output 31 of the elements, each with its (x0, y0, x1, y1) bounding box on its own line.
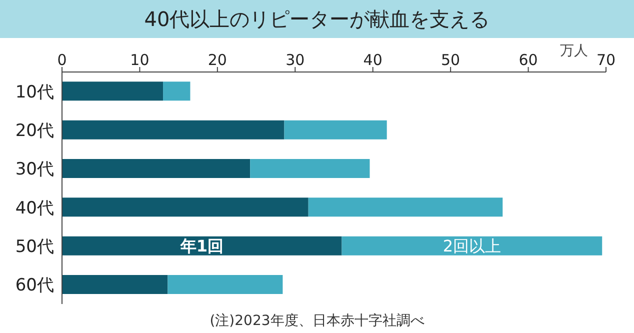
bar (342, 236, 602, 256)
text: (注)2023年度、日本赤十字社調べ (208, 312, 426, 330)
x-tick-label: 40 (363, 51, 382, 69)
bar (284, 120, 387, 140)
y-tick-label: 10代 (15, 82, 54, 102)
x-tick-label: 20 (208, 51, 227, 69)
bar (62, 82, 164, 101)
series-label: 2回以上 (442, 236, 502, 256)
bar (62, 120, 284, 140)
y-tick-label: 30代 (15, 160, 54, 180)
x-tick-label: 0 (57, 51, 67, 69)
x-tick-label: 30 (286, 51, 305, 69)
y-tick-label: 40代 (15, 198, 54, 218)
bar (62, 198, 308, 217)
y-tick-label: 20代 (15, 121, 54, 142)
bar (62, 275, 168, 294)
x-axis-title: 万人 (560, 42, 588, 60)
bar (163, 82, 190, 101)
chart-title: 40代以上のリピーターが献血を支える (0, 0, 634, 38)
bar (308, 198, 503, 217)
bar (62, 236, 342, 256)
x-tick-label: 10 (130, 51, 150, 69)
y-tick-label: 60代 (15, 276, 54, 296)
bar (250, 159, 370, 178)
y-tick-label: 50代 (15, 237, 54, 258)
series-label: 年1回 (179, 236, 224, 256)
bar (62, 159, 250, 178)
x-tick-label: 60 (518, 51, 538, 69)
x-tick-label: 50 (441, 51, 460, 69)
bar (168, 275, 283, 294)
x-tick-label: 70 (596, 51, 616, 69)
